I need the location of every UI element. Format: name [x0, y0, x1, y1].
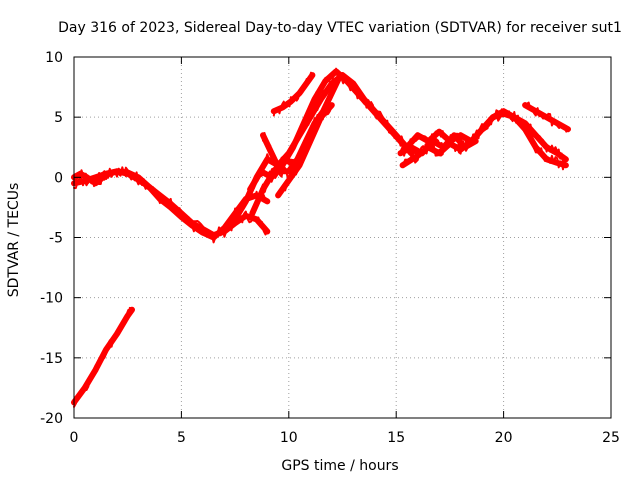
y-tick-label: -15 — [40, 351, 63, 367]
series-trace-d-noise — [234, 73, 408, 225]
y-tick-label: -10 — [40, 291, 63, 307]
y-tick-label: 5 — [54, 110, 63, 126]
axis-ticks: 0 5 10 15 20 25 -20 -15 -10 -5 0 5 10 — [40, 50, 620, 446]
x-tick-label: 10 — [280, 430, 298, 446]
y-tick-label: -5 — [49, 231, 63, 247]
series-trace-c-noise — [73, 306, 133, 408]
y-axis-label: SDTVAR / TECUs — [6, 183, 22, 298]
y-tick-label: 0 — [54, 170, 63, 186]
x-tick-label: 5 — [177, 430, 186, 446]
x-tick-label: 20 — [495, 430, 513, 446]
chart-title: Day 316 of 2023, Sidereal Day-to-day VTE… — [58, 20, 622, 36]
series-trace-m-noise — [399, 133, 477, 158]
x-tick-label: 0 — [70, 430, 79, 446]
series-trace-h-noise — [277, 104, 333, 195]
data-series — [71, 67, 571, 408]
series-trace-l-noise — [524, 101, 569, 133]
series-trace-k-noise — [405, 109, 567, 171]
y-tick-label: -20 — [40, 411, 63, 427]
series-trace-b-noise — [73, 166, 269, 244]
grid-lines — [74, 57, 611, 418]
x-tick-label: 25 — [602, 430, 620, 446]
x-tick-label: 15 — [387, 430, 405, 446]
series-trace-e-noise — [249, 67, 413, 190]
series-trace-g-noise — [251, 156, 297, 213]
y-tick-label: 10 — [45, 50, 63, 66]
series-trace-c — [71, 306, 135, 406]
x-axis-label: GPS time / hours — [281, 458, 398, 474]
series-trace-i-noise — [272, 71, 314, 117]
